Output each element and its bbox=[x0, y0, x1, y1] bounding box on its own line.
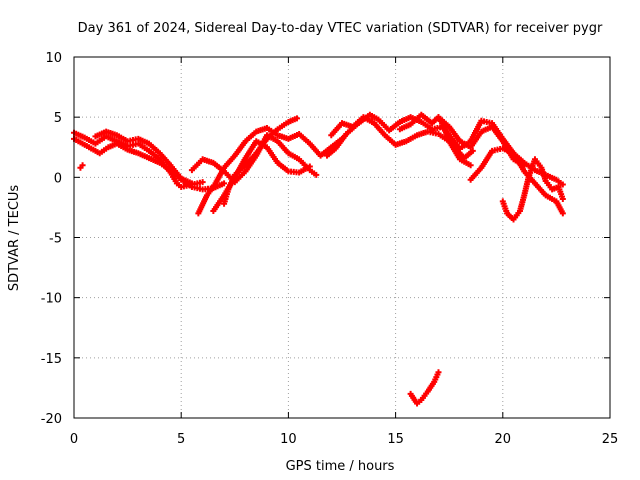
data-point bbox=[306, 163, 313, 170]
x-axis-label: GPS time / hours bbox=[286, 459, 395, 474]
y-tick-label: -10 bbox=[41, 292, 62, 307]
x-tick-label: 10 bbox=[280, 432, 297, 447]
data-points bbox=[71, 111, 566, 407]
y-tick-label: 0 bbox=[54, 171, 62, 186]
data-point bbox=[559, 181, 566, 188]
x-tick-labels: 0 5 10 15 20 25 bbox=[70, 432, 618, 447]
y-tick-label: -5 bbox=[49, 232, 62, 247]
y-tick-labels: -20 -15 -10 -5 0 5 10 bbox=[41, 51, 62, 427]
series-sat-track-4 bbox=[92, 128, 195, 187]
x-tick-label: 0 bbox=[70, 432, 78, 447]
data-point bbox=[221, 180, 228, 187]
data-point bbox=[467, 162, 474, 169]
data-point bbox=[188, 180, 195, 187]
data-point bbox=[559, 195, 566, 202]
series-sat-track-14 bbox=[499, 156, 566, 223]
y-tick-label: -15 bbox=[41, 352, 62, 367]
data-point bbox=[293, 115, 300, 122]
series-sat-track-3 bbox=[77, 162, 86, 171]
data-point bbox=[199, 179, 206, 186]
y-tick-label: 10 bbox=[45, 51, 62, 66]
y-tick-label: 5 bbox=[54, 111, 62, 126]
y-axis-label: SDTVAR / TECUs bbox=[7, 185, 22, 292]
x-tick-label: 20 bbox=[495, 432, 512, 447]
x-tick-label: 5 bbox=[177, 432, 185, 447]
data-point bbox=[469, 147, 476, 154]
chart-title: Day 361 of 2024, Sidereal Day-to-day VTE… bbox=[78, 21, 603, 36]
data-point bbox=[559, 210, 566, 217]
x-tick-label: 15 bbox=[387, 432, 404, 447]
data-point bbox=[79, 162, 86, 169]
data-point bbox=[435, 369, 442, 376]
data-point bbox=[313, 171, 320, 178]
grid bbox=[74, 57, 610, 418]
series-sat-track-13 bbox=[467, 145, 566, 188]
y-tick-label: -20 bbox=[41, 412, 62, 427]
series-sat-track-8 bbox=[221, 115, 300, 207]
axis-ticks bbox=[73, 56, 611, 419]
series-sat-track-15 bbox=[407, 369, 442, 407]
x-tick-label: 25 bbox=[602, 432, 619, 447]
